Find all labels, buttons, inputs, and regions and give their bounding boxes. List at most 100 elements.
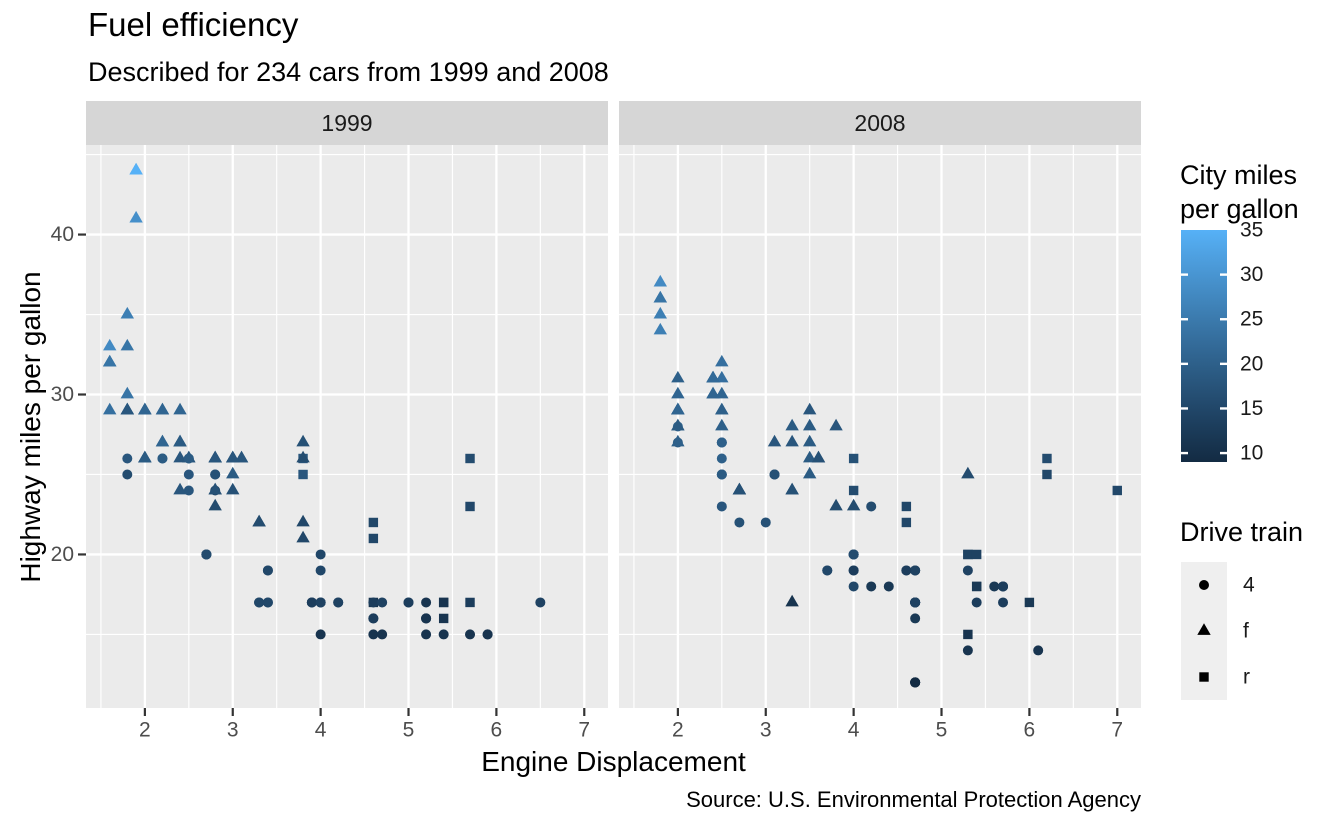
data-point <box>296 434 310 447</box>
y-axis-title: Highway miles per gallon <box>15 271 46 583</box>
data-point <box>971 597 982 608</box>
data-point <box>208 482 222 495</box>
data-point <box>653 306 668 319</box>
data-point <box>155 402 170 415</box>
panel-background <box>86 145 608 708</box>
data-point <box>732 482 747 495</box>
data-point <box>715 354 729 367</box>
data-point <box>138 402 152 415</box>
data-point <box>155 434 170 447</box>
x-tick-label: 7 <box>1111 719 1123 742</box>
data-point <box>963 629 973 640</box>
data-point <box>829 418 843 431</box>
data-point <box>1042 469 1052 480</box>
data-point <box>883 581 894 592</box>
facet-strip-label: 2008 <box>854 110 905 136</box>
data-point <box>403 597 414 608</box>
x-tick-label: 2 <box>672 719 684 742</box>
data-point <box>173 450 187 463</box>
data-point <box>671 386 685 399</box>
data-point <box>715 370 729 383</box>
data-point <box>183 469 194 480</box>
data-point <box>482 629 493 640</box>
data-point <box>315 629 326 640</box>
data-point <box>802 450 817 463</box>
data-point <box>971 581 982 592</box>
facet-strip <box>86 101 608 145</box>
y-tick-label: 40 <box>51 223 74 246</box>
data-point <box>901 517 912 528</box>
data-point <box>103 402 117 415</box>
data-point <box>706 386 720 399</box>
data-point <box>465 597 475 608</box>
data-point <box>901 565 912 576</box>
data-point <box>210 469 221 480</box>
data-point <box>848 565 859 576</box>
data-point <box>1042 453 1052 464</box>
data-point <box>252 514 266 527</box>
data-point <box>653 290 668 303</box>
data-point <box>961 466 975 479</box>
triangle-key-glyph <box>1197 623 1211 635</box>
data-point <box>846 498 861 511</box>
y-tick-label: 20 <box>51 543 74 566</box>
x-tick-label: 3 <box>227 719 239 742</box>
colorbar-tick-label: 20 <box>1240 352 1263 375</box>
y-tick-label: 30 <box>51 383 74 406</box>
shape-legend: 4 fr <box>1181 562 1255 700</box>
colorbar-tick-label: 35 <box>1240 219 1263 242</box>
data-point <box>438 613 449 624</box>
data-point <box>802 434 817 447</box>
data-point <box>785 434 799 447</box>
data-point <box>234 450 249 463</box>
shape-legend-title: Drive train <box>1180 517 1304 547</box>
data-point <box>208 498 222 511</box>
data-point <box>971 549 982 560</box>
source-caption: Source: U.S. Environmental Protection Ag… <box>686 787 1141 812</box>
data-point <box>910 565 921 576</box>
data-point <box>368 517 379 528</box>
data-point <box>254 597 265 608</box>
data-point <box>120 306 135 319</box>
data-point <box>296 450 310 463</box>
data-point <box>769 469 780 480</box>
data-point <box>716 469 727 480</box>
data-point <box>962 565 973 576</box>
data-point <box>465 453 475 464</box>
colorbar <box>1181 230 1227 462</box>
data-point <box>848 581 859 592</box>
data-point <box>129 210 143 223</box>
data-point <box>377 629 388 640</box>
data-point <box>315 597 326 608</box>
x-tick-label: 2 <box>139 719 151 742</box>
data-point <box>653 322 668 335</box>
x-tick-label: 4 <box>848 719 860 742</box>
data-point <box>901 501 912 512</box>
data-point <box>848 549 859 560</box>
data-point <box>910 613 921 624</box>
data-point <box>377 597 388 608</box>
data-point <box>811 450 826 463</box>
data-point <box>910 677 921 688</box>
data-point <box>173 402 187 415</box>
colorbar-tick-label: 15 <box>1240 397 1263 420</box>
data-point <box>535 597 546 608</box>
data-point <box>716 437 727 448</box>
data-point <box>989 581 1000 592</box>
x-tick-label: 5 <box>403 719 415 742</box>
data-point <box>201 549 212 560</box>
x-tick-label: 6 <box>1024 719 1036 742</box>
data-point <box>138 450 152 463</box>
data-point <box>226 466 240 479</box>
data-point <box>802 402 817 415</box>
x-axis-title: Engine Displacement <box>481 746 746 777</box>
data-point <box>998 597 1009 608</box>
data-point <box>315 565 326 576</box>
data-point <box>962 645 973 656</box>
data-point <box>715 418 729 431</box>
data-point <box>785 418 799 431</box>
x-tick-label: 7 <box>578 719 590 742</box>
facet-strip-label: 1999 <box>321 110 372 136</box>
data-point <box>734 517 745 528</box>
